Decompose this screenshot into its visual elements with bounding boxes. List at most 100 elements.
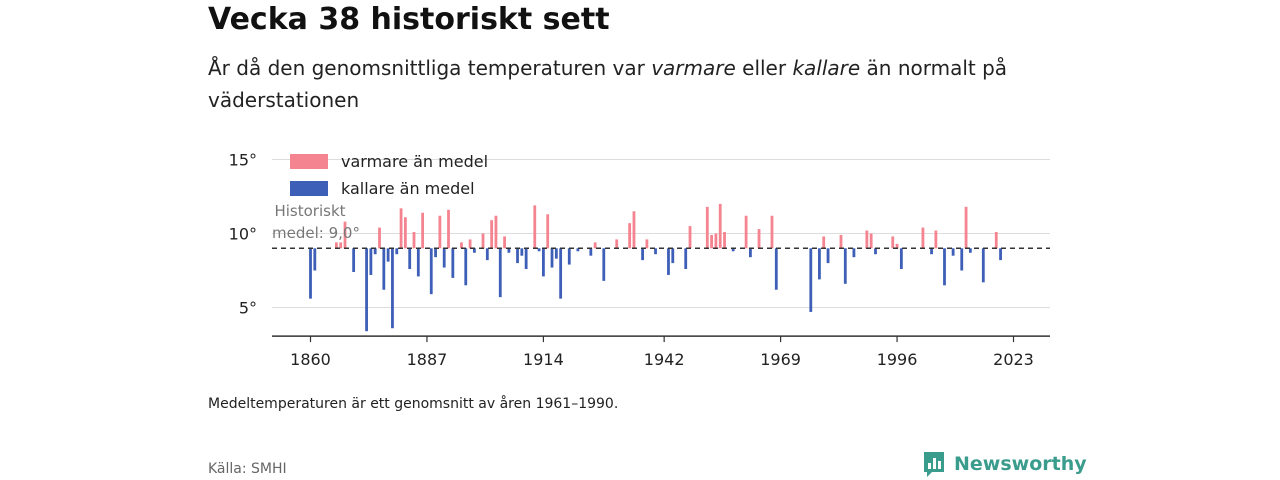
bar-cold [313,248,317,271]
subtitle-warm-word: varmare [651,56,736,80]
bar-cold [442,248,446,268]
bar-warm [468,239,472,249]
legend-label-cold: kallare än medel [341,179,475,198]
bar-cold [667,248,670,275]
bar-warm [533,205,537,249]
bar-warm [412,232,416,249]
bar-cold [602,248,606,281]
bar-cold [408,248,412,270]
bar-cold [537,248,541,252]
x-tick-label: 1942 [644,350,685,369]
bar-warm [710,234,713,249]
brand-name: Newsworthy [954,453,1087,475]
x-tick-label: 1860 [290,350,331,369]
x-axis-ticks: 1860 1887 1914 1942 1969 1996 2023 [290,336,1034,369]
bar-cold [899,248,903,270]
y-tick-label: 10° [229,225,257,244]
bar-warm [481,233,485,249]
y-tick-label: 15° [229,151,257,170]
bar-cold [550,248,554,268]
bar-cold [451,248,455,278]
bar-warm [744,215,748,249]
bar-warm [334,242,338,249]
bar-warm [632,211,636,249]
bar-cold [554,248,558,259]
source-label: Källa: SMHI [208,461,287,477]
bar-cold [382,248,386,290]
bar-warm [399,208,403,249]
bar-cold [999,248,1002,261]
bar-cold [464,248,468,286]
legend-swatch-warm [290,154,328,169]
bar-cold [559,248,563,299]
bar-warm [628,223,632,249]
bar-warm [723,232,726,249]
subtitle-text-2: eller [735,56,793,80]
bar-cold [395,248,399,255]
bar-cold [684,248,688,270]
bar-warm [934,230,938,249]
legend: varmare än medel kallare än medel [290,152,488,198]
subtitle-text-1: År då den genomsnittliga temperaturen va… [208,56,652,80]
subtitle-cold-word: kallare [792,56,861,80]
x-tick-label: 1969 [760,350,801,369]
bar-cold [472,248,476,253]
legend-label-warm: varmare än medel [341,152,488,171]
bar-warm [964,206,968,249]
bar-warm [503,236,506,249]
bar-warm [688,226,692,249]
bar-chart-logo-icon [924,452,944,477]
bar-warm [494,215,498,249]
bar-cold [930,248,933,255]
bar-cold [654,248,657,255]
y-tick-label: 5° [239,299,257,318]
bar-cold [485,248,489,261]
bar-warm [822,236,826,249]
bar-cold [542,248,545,277]
baseline-label-line2: medel: 9,0° [272,224,360,242]
bar-cold [498,248,502,298]
bar-warm [705,206,709,249]
newsworthy-logo: Newsworthy [922,450,1087,478]
bar-warm [447,209,450,249]
bar-warm [339,242,343,249]
bar-cold [826,248,830,264]
bar-cold [981,248,985,283]
bar-warm [869,233,873,249]
bar-cold [960,248,964,271]
bar-warm [593,242,597,249]
bar-cold [576,248,580,252]
bar-cold [520,248,524,256]
bars [309,203,1002,332]
baseline-label: Historiskt medel: 9,0° [272,202,360,242]
bar-warm [839,234,843,249]
x-tick-label: 1914 [523,350,564,369]
bar-warm [490,220,494,249]
bar-cold [429,248,433,295]
bar-cold [641,248,644,261]
bar-warm [895,243,899,249]
bar-cold [369,248,373,275]
bar-cold [507,248,511,253]
subtitle-text-3: än normalt på väderstationen [208,56,1008,112]
bar-warm [994,232,998,249]
bar-cold [567,248,571,265]
bar-cold [809,248,813,312]
bar-cold [671,248,675,264]
bar-cold [391,248,394,329]
bar-cold [852,248,856,258]
bar-warm [460,242,463,249]
bar-warm [645,239,649,249]
bar-cold [843,248,847,284]
bar-warm [718,203,722,249]
bar-cold [589,248,593,256]
bar-cold [434,248,437,258]
bar-warm [865,230,869,249]
legend-swatch-cold [290,181,328,196]
bar-warm [770,215,774,249]
bar-cold [309,248,312,299]
page-subtitle: År då den genomsnittliga temperaturen va… [208,52,1028,116]
bar-cold [365,248,368,332]
bar-cold [516,248,519,264]
